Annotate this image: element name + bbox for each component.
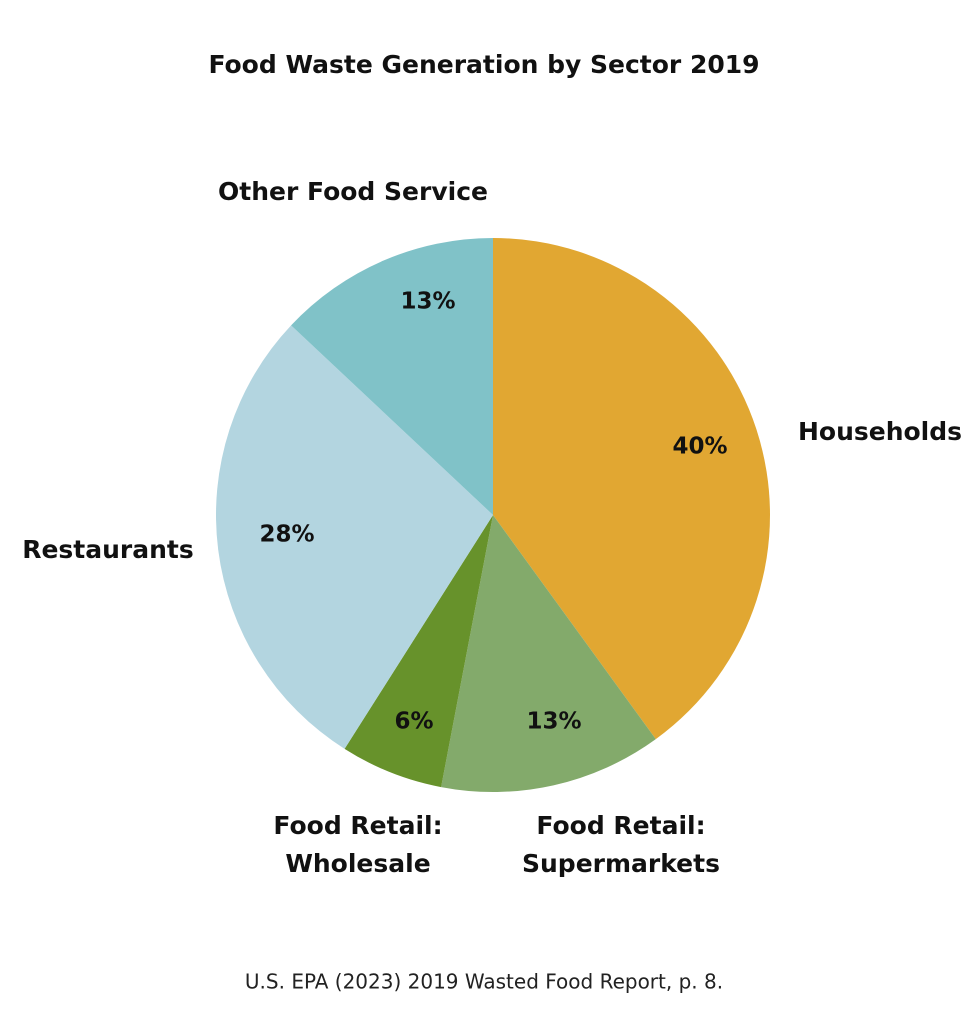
category-label: Other Food Service bbox=[218, 177, 488, 206]
chart-title: Food Waste Generation by Sector 2019 bbox=[208, 50, 759, 79]
data-label: 13% bbox=[400, 289, 455, 315]
category-label: Food Retail: Supermarkets bbox=[522, 811, 720, 878]
pie-slice bbox=[344, 515, 493, 788]
category-label: Food Retail: Wholesale bbox=[273, 811, 443, 878]
source-note: U.S. EPA (2023) 2019 Wasted Food Report,… bbox=[245, 970, 723, 994]
category-label: Restaurants bbox=[22, 535, 194, 564]
pie-slice bbox=[441, 515, 656, 793]
category-label: Households bbox=[797, 417, 963, 446]
data-label: 6% bbox=[394, 709, 433, 735]
data-label: 13% bbox=[526, 709, 581, 735]
pie-slice bbox=[216, 325, 493, 749]
pie-slice bbox=[291, 238, 493, 515]
pie-slice bbox=[493, 238, 771, 740]
data-label: 28% bbox=[259, 522, 314, 548]
data-label: 40% bbox=[672, 434, 727, 460]
